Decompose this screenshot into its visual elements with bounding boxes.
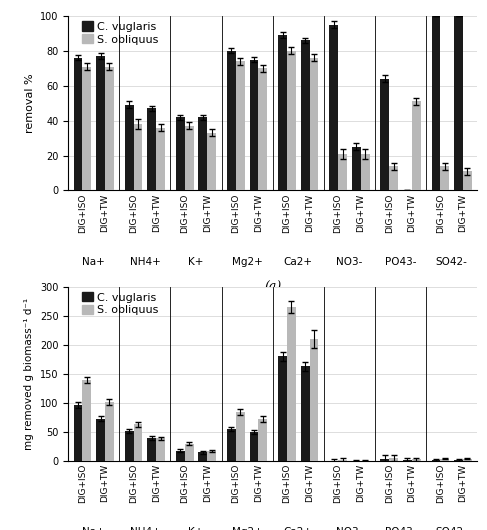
- Bar: [148, 109, 156, 190]
- Bar: [301, 366, 310, 461]
- Text: PO43-: PO43-: [385, 527, 416, 530]
- Text: (a): (a): [264, 281, 281, 294]
- Bar: [338, 154, 347, 190]
- Bar: [310, 58, 318, 190]
- Bar: [463, 459, 472, 461]
- Legend: C. vuglaris, S. obliquus: C. vuglaris, S. obliquus: [82, 292, 159, 315]
- Bar: [301, 40, 310, 190]
- Bar: [185, 126, 193, 190]
- Bar: [259, 419, 267, 461]
- Bar: [389, 166, 398, 190]
- Bar: [133, 425, 142, 461]
- Bar: [380, 460, 389, 461]
- Text: K+: K+: [188, 257, 204, 267]
- Bar: [156, 128, 165, 190]
- Text: SO42-: SO42-: [436, 527, 468, 530]
- Bar: [199, 453, 207, 461]
- Bar: [352, 147, 361, 190]
- Bar: [82, 67, 91, 190]
- Bar: [259, 68, 267, 190]
- Bar: [133, 124, 142, 190]
- Bar: [389, 458, 398, 461]
- Text: Mg2+: Mg2+: [232, 527, 262, 530]
- Bar: [403, 460, 412, 461]
- Bar: [82, 379, 91, 461]
- Text: SO42-: SO42-: [436, 257, 468, 267]
- Bar: [96, 56, 105, 190]
- Bar: [148, 438, 156, 461]
- Bar: [125, 105, 133, 190]
- Bar: [329, 24, 338, 190]
- Bar: [176, 117, 185, 190]
- Bar: [250, 432, 259, 461]
- Bar: [380, 79, 389, 190]
- Text: Ca2+: Ca2+: [284, 527, 313, 530]
- Bar: [199, 117, 207, 190]
- Text: NH4+: NH4+: [130, 257, 160, 267]
- Bar: [74, 58, 82, 190]
- Text: NO3-: NO3-: [336, 527, 363, 530]
- Bar: [236, 61, 244, 190]
- Bar: [440, 166, 449, 190]
- Text: Mg2+: Mg2+: [232, 257, 262, 267]
- Bar: [412, 460, 421, 461]
- Bar: [236, 412, 244, 461]
- Bar: [454, 16, 463, 190]
- Bar: [431, 16, 440, 190]
- Bar: [310, 339, 318, 461]
- Bar: [96, 419, 105, 461]
- Bar: [227, 51, 236, 190]
- Legend: C. vuglaris, S. obliquus: C. vuglaris, S. obliquus: [82, 21, 159, 45]
- Bar: [105, 67, 114, 190]
- Bar: [74, 404, 82, 461]
- Bar: [105, 402, 114, 461]
- Text: K+: K+: [188, 527, 204, 530]
- Bar: [278, 356, 287, 461]
- Bar: [454, 460, 463, 461]
- Text: Na+: Na+: [82, 527, 105, 530]
- Bar: [361, 154, 370, 190]
- Bar: [156, 438, 165, 461]
- Bar: [207, 451, 216, 461]
- Bar: [250, 59, 259, 190]
- Bar: [412, 101, 421, 190]
- Bar: [287, 307, 296, 461]
- Text: NH4+: NH4+: [130, 527, 160, 530]
- Bar: [431, 460, 440, 461]
- Bar: [287, 51, 296, 190]
- Bar: [185, 444, 193, 461]
- Text: NO3-: NO3-: [336, 257, 363, 267]
- Bar: [207, 133, 216, 190]
- Y-axis label: mg removed g biomass⁻¹ d⁻¹: mg removed g biomass⁻¹ d⁻¹: [24, 298, 34, 450]
- Y-axis label: removal %: removal %: [24, 73, 35, 133]
- Bar: [338, 460, 347, 461]
- Bar: [440, 459, 449, 461]
- Bar: [463, 171, 472, 190]
- Bar: [125, 431, 133, 461]
- Bar: [278, 35, 287, 190]
- Text: Ca2+: Ca2+: [284, 257, 313, 267]
- Bar: [227, 429, 236, 461]
- Bar: [176, 450, 185, 461]
- Text: Na+: Na+: [82, 257, 105, 267]
- Text: PO43-: PO43-: [385, 257, 416, 267]
